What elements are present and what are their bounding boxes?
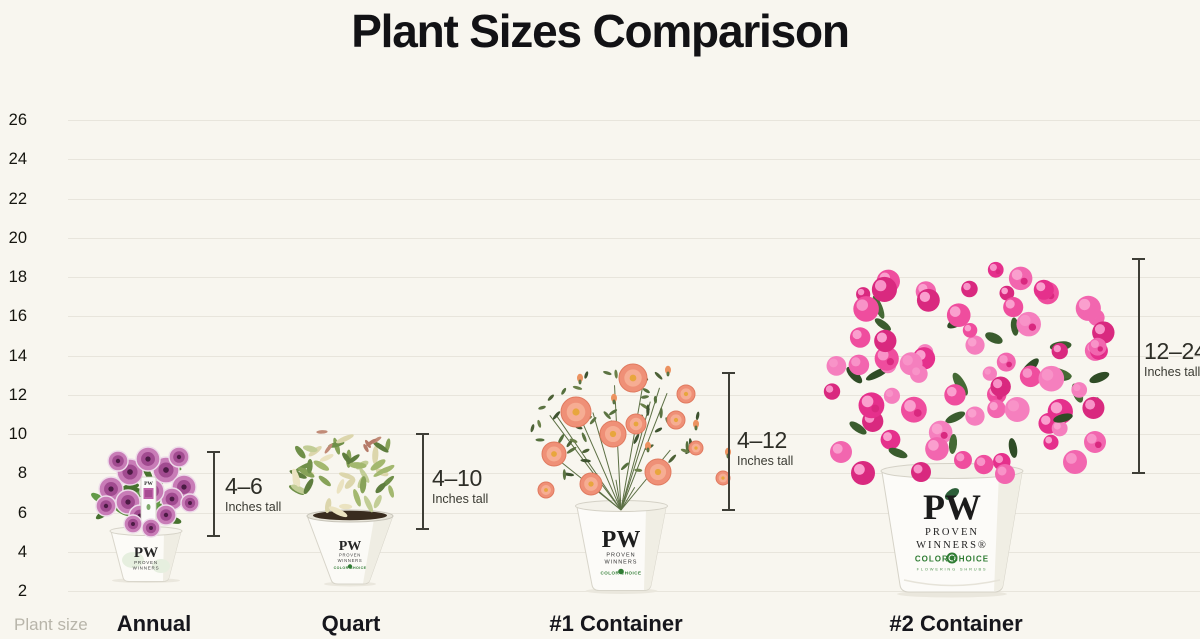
colorchoice-emblem-icon [946,552,958,564]
measure-bracket-container1 [722,372,735,511]
pot-logo-text: PW [602,527,641,553]
gridline [68,199,1200,200]
range-text: 12–24 [1144,338,1200,364]
range-text: 4–10 [432,465,482,491]
measure-bracket-annual [207,451,220,537]
range-caption: Inches tall [737,454,794,469]
pot-brand-line1: PROVEN [606,553,635,559]
range-text: 4–6 [225,473,263,499]
range-caption: Inches tall [1144,365,1200,380]
container2-flowers [823,261,1115,485]
container1-bush [530,363,731,511]
gridline [68,238,1200,239]
y-tick-label: 24 [8,150,27,168]
annual-front-flowers [123,514,161,538]
tag-logo-text: PW [144,481,153,487]
pot-brand-line2: WINNERS® [916,540,988,551]
pot-logo-text: PW [134,545,158,561]
height-range-container2: 12–24 Inches tall [1144,339,1200,379]
y-tick-label: 6 [17,504,27,522]
container1-plant-photo: PW PROVEN WINNERS COLOR CHOICE [530,363,731,594]
measure-bracket-container2 [1132,258,1145,474]
gridline [68,316,1200,317]
quart-foliage [288,430,395,518]
container2-foliage-front [849,413,1073,459]
pot-brand-line1: PROVEN [925,527,979,538]
category-label-quart: Quart [321,611,381,636]
y-tick-label: 16 [8,307,27,325]
category-label-annual: Annual [116,611,192,636]
pot-brand-line2: WINNERS [338,558,363,563]
gridline [68,395,1200,396]
gridline [68,277,1200,278]
height-range-annual: 4–6 Inches tall [225,474,281,514]
y-tick-label: 2 [17,582,27,600]
range-caption: Inches tall [225,500,282,515]
y-tick-label: 4 [17,543,27,561]
annual-plant-photo: PW PROVEN WINNERS PW [91,446,200,583]
quart-plant-photo: PW PROVEN WINNERS COLOR CHOICE [288,430,395,587]
gridline [68,356,1200,357]
quart-pot: PW PROVEN WINNERS COLOR CHOICE [306,509,394,587]
container1-pot: PW PROVEN WINNERS COLOR CHOICE [575,500,668,594]
pot-brand-line1: PROVEN [339,553,361,558]
y-tick-label: 22 [8,190,27,208]
pot-colorchoice-text: COLOR CHOICE [915,555,989,564]
pot-brand-line2: WINNERS [605,560,638,566]
pot-brand-line1: PROVEN [134,560,158,565]
height-range-quart: 4–10 Inches tall [432,466,488,506]
gridline [68,159,1200,160]
pot-brand-line2: WINNERS [133,566,160,571]
pot-colorchoice-text: COLOR CHOICE [334,566,367,570]
category-label-container2: #2 Container [889,611,1023,636]
x-axis-label: Plant size [14,615,88,634]
chart-title: Plant Sizes Comparison [351,5,850,57]
pot-logo-text: PW [923,487,981,527]
annual-tag: PW [140,476,157,526]
category-label-container1: #1 Container [549,611,683,636]
container2-pot: PW PROVEN WINNERS® COLOR CHOICE FLOWERIN… [880,463,1024,598]
y-tick-label: 8 [17,464,27,482]
container2-plant-photo: PW PROVEN WINNERS® COLOR CHOICE FLOWERIN… [823,261,1115,598]
gridline [68,120,1200,121]
height-range-container1: 4–12 Inches tall [737,428,793,468]
range-text: 4–12 [737,427,787,453]
measure-bracket-quart [416,433,429,530]
y-tick-label: 20 [8,229,27,247]
colorchoice-emblem-icon [347,564,353,569]
range-caption: Inches tall [432,492,489,507]
y-tick-label: 14 [8,347,27,365]
y-tick-label: 10 [8,425,27,443]
pot-tagline-text: FLOWERING SHRUBS [917,567,988,572]
y-tick-label: 18 [8,268,27,286]
y-tick-label: 12 [8,386,27,404]
colorchoice-emblem-icon [618,568,624,575]
pot-colorchoice-text: COLOR CHOICE [600,571,641,576]
pot-logo-text: PW [339,539,362,554]
pw-leaf-icon [944,488,960,500]
y-tick-label: 26 [8,111,27,129]
gridline [68,473,1200,474]
